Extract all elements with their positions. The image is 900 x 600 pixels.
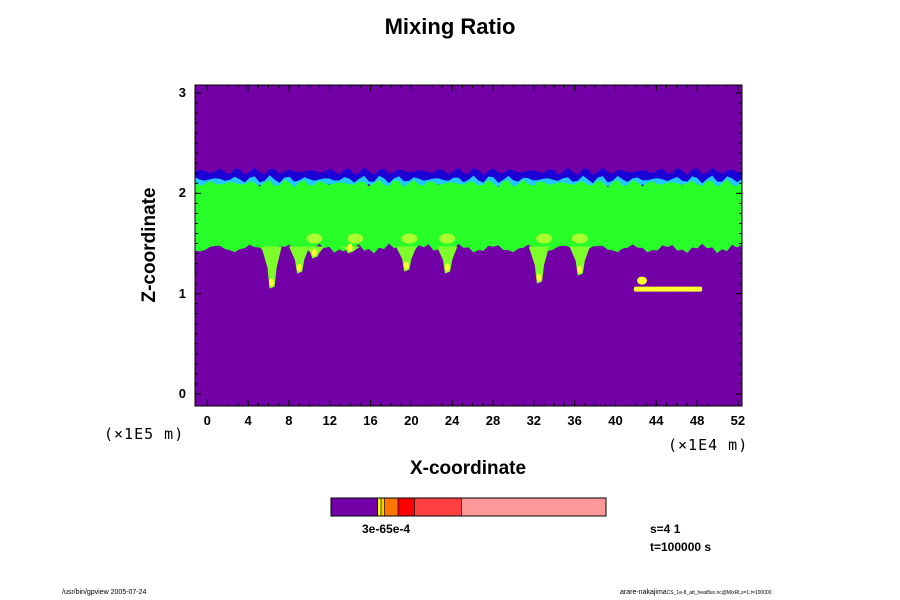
x-tick-label-0: 0: [203, 413, 211, 428]
colorbar-segment-3: [384, 497, 399, 517]
footer-right-small: CS_1e-8_att_heatflux.nc@MixRt,s=1,t=1000…: [666, 590, 772, 596]
x-tick-label-13: 52: [730, 413, 746, 428]
footer-right-main: arare-nakajima: [620, 589, 667, 596]
colorbar-segment-6: [461, 497, 607, 517]
yellow-spot-1: [347, 233, 364, 244]
x-tick-label-10: 40: [608, 413, 623, 428]
x-tick-label-4: 16: [363, 413, 378, 428]
colorbar-segment-0: [330, 497, 379, 517]
colorbar-segment-5: [414, 497, 462, 517]
plume-core-1: [311, 248, 317, 257]
footer-right: arare-nakajimaCS_1e-8_att_heatflux.nc@Mi…: [620, 589, 772, 596]
x-axis-scale-label: (×1E4 m): [668, 436, 749, 454]
colorbar-frame: [330, 497, 607, 517]
colorbar: [330, 497, 607, 517]
y-tick-label-3: 3: [178, 85, 186, 101]
colorbar-segment-1: [377, 497, 382, 517]
x-axis-label: X-coordinate: [409, 458, 527, 479]
yellow-spot-3: [439, 233, 456, 244]
isolated-blob-head: [636, 276, 647, 285]
plume-5: [528, 246, 550, 284]
footer-left: /usr/bin/gpview 2005-07-24: [62, 589, 147, 596]
x-tick-label-12: 48: [689, 413, 705, 428]
plume-0: [288, 246, 310, 274]
colorbar-segment-2: [380, 497, 385, 517]
plume-core-2: [347, 243, 353, 252]
x-tick-label-1: 4: [244, 413, 252, 428]
x-tick-marks: [206, 85, 739, 406]
yellow-spot-4: [536, 233, 553, 244]
x-tick-label-3: 12: [322, 413, 337, 428]
y-axis-scale-label: (×1E5 m): [104, 425, 185, 443]
chart-title: Mixing Ratio: [384, 14, 516, 39]
x-tick-label-8: 32: [526, 413, 542, 428]
layer-band-2: [195, 179, 742, 254]
plume-core-5: [536, 273, 542, 282]
plume-core-4: [444, 263, 450, 272]
x-tick-label-11: 44: [649, 413, 664, 428]
plume-6: [569, 246, 590, 276]
y-tick-label-0: 0: [178, 385, 186, 401]
info-box: s=4 1 t=100000 s: [650, 520, 711, 556]
yellow-spot-5: [571, 233, 588, 244]
plume-7: [261, 246, 282, 289]
plume-core-0: [296, 263, 302, 272]
plume-core-3: [403, 261, 409, 270]
colorbar-tick-labels: 3e-65e-4: [362, 522, 411, 536]
plume-core-7: [269, 278, 275, 287]
info-s: s=4 1: [650, 522, 681, 536]
x-tick-label-6: 24: [444, 413, 460, 428]
layer-band-1: [195, 175, 742, 194]
y-tick-label-1: 1: [178, 285, 186, 301]
y-tick-marks: [195, 92, 742, 395]
x-tick-label-7: 28: [485, 413, 501, 428]
y-tick-label-2: 2: [178, 185, 186, 201]
mixing-ratio-field: [195, 85, 742, 406]
yellow-spot-2: [401, 233, 418, 244]
isolated-blob: [633, 286, 703, 292]
plume-core-6: [577, 265, 583, 274]
yellow-spot-0: [306, 233, 323, 244]
plot-frame: [194, 84, 743, 407]
x-tick-label-9: 36: [567, 413, 582, 428]
plume-4: [436, 246, 458, 274]
x-tick-label-2: 8: [285, 413, 293, 428]
plume-3: [396, 246, 417, 272]
y-axis-label: Z-coordinate: [139, 187, 160, 303]
info-t: t=100000 s: [650, 540, 712, 554]
x-tick-label-5: 20: [404, 413, 419, 428]
colorbar-segment-4: [397, 497, 415, 517]
